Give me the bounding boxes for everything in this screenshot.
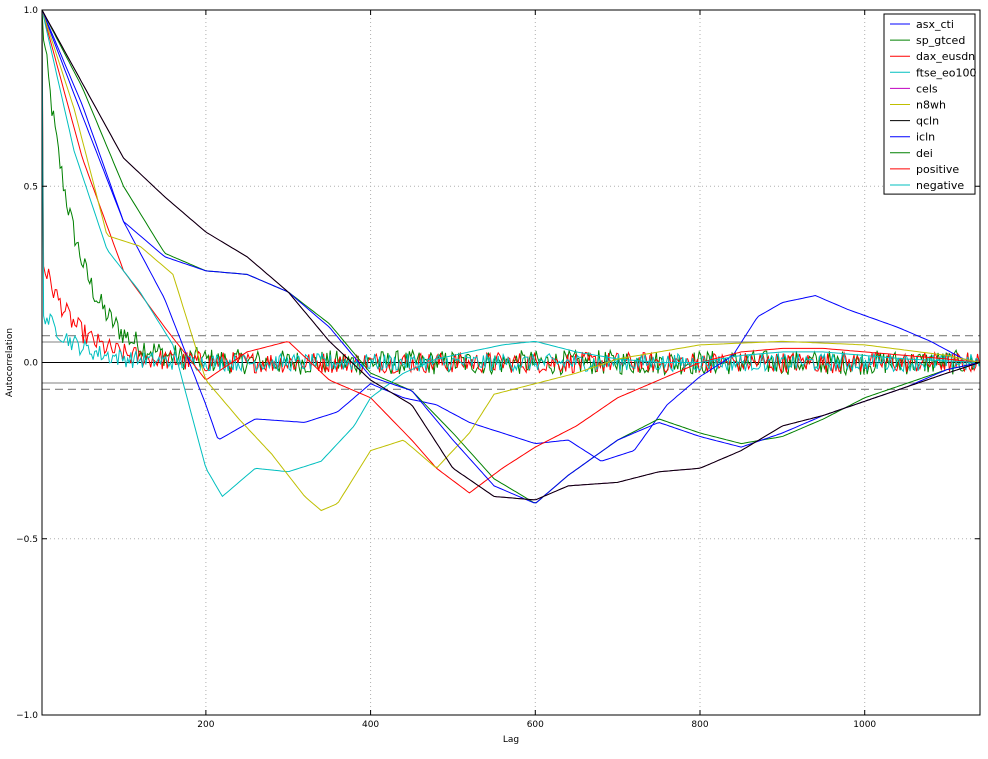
legend-entry: ftse_eo100 xyxy=(916,66,976,79)
series-line-n8wh xyxy=(41,9,979,512)
x-tick-label: 400 xyxy=(362,720,379,730)
legend-entry: sp_gtced xyxy=(916,34,965,47)
y-axis-label: Autocorrelation xyxy=(5,328,15,397)
legend-entry: icln xyxy=(916,131,935,144)
series-line-sp_gtced xyxy=(41,9,979,504)
legend-entry: negative xyxy=(916,179,964,192)
series-line-dax_eusdn xyxy=(41,9,979,494)
y-tick-label: 0.0 xyxy=(24,359,39,369)
y-tick-label: −1.0 xyxy=(16,711,38,721)
legend-entry: positive xyxy=(916,163,959,176)
y-tick-label: 1.0 xyxy=(24,6,39,16)
series-lines xyxy=(41,9,980,512)
legend-entry: asx_cti xyxy=(916,18,954,31)
y-tick-label: 0.5 xyxy=(24,182,38,192)
series-line-positive xyxy=(41,9,980,374)
y-tick-label: −0.5 xyxy=(16,535,38,545)
x-axis-label: Lag xyxy=(503,735,519,745)
legend-entry: dax_eusdn xyxy=(916,50,975,63)
x-tick-label: 600 xyxy=(527,720,544,730)
legend-entry: cels xyxy=(916,82,938,95)
series-line-negative xyxy=(41,9,980,373)
x-tick-label: 200 xyxy=(197,720,214,730)
y-axis-ticks: −1.0 −0.5 0.0 0.5 1.0 xyxy=(16,6,980,721)
legend-entry: dei xyxy=(916,147,933,160)
series-line-icln xyxy=(41,9,979,504)
legend-entry: qcln xyxy=(916,115,939,128)
legend-entry: n8wh xyxy=(916,99,946,112)
series-line-qcln xyxy=(41,9,979,501)
x-tick-label: 1000 xyxy=(853,720,876,730)
series-line-dei xyxy=(41,9,980,377)
series-line-asx_cti xyxy=(41,9,979,462)
series-line-ftse_eo100 xyxy=(41,9,979,498)
x-tick-label: 800 xyxy=(691,720,708,730)
x-axis-ticks: 200 400 600 800 1000 xyxy=(197,10,876,730)
series-line-cels xyxy=(41,9,979,501)
